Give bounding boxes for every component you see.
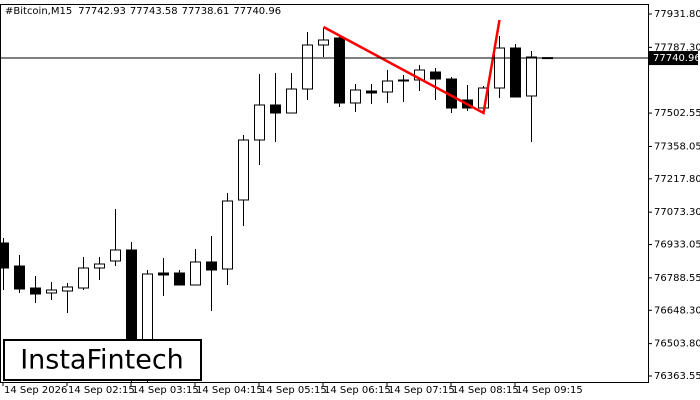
- x-tick-label: 14 Sep 2026: [4, 385, 67, 396]
- y-tick-label: 77787.30: [654, 42, 700, 53]
- candle-body: [430, 71, 441, 80]
- y-tick-label: 77217.80: [654, 174, 700, 185]
- candle-body: [78, 267, 89, 289]
- candle-body: [366, 90, 377, 94]
- candle-body: [0, 242, 9, 269]
- x-tick-label: 14 Sep 03:15: [132, 385, 199, 396]
- candle-body: [94, 263, 105, 269]
- candle-body: [46, 289, 57, 294]
- symbol: #Bitcoin,M15: [5, 6, 72, 17]
- pattern-line: [322, 19, 501, 115]
- candle-body: [270, 104, 281, 114]
- y-tick-label: 76933.05: [654, 240, 700, 251]
- candle-body: [158, 272, 169, 276]
- x-tick-label: 14 Sep 09:15: [516, 385, 583, 396]
- candle-body: [382, 80, 393, 93]
- candle-body: [190, 261, 201, 286]
- price-label-box: [649, 51, 698, 66]
- candle-body: [110, 249, 121, 262]
- price-label: 77740.96: [653, 53, 700, 64]
- x-tick-label: 14 Sep 08:15: [452, 385, 519, 396]
- candle-body: [222, 200, 233, 270]
- candle-body: [174, 272, 185, 286]
- candle-body: [350, 89, 361, 104]
- y-tick-label: 77073.30: [654, 207, 700, 218]
- x-tick-label: 14 Sep 06:15: [324, 385, 391, 396]
- x-tick-label: 14 Sep 02:15: [68, 385, 135, 396]
- candle-body: [494, 47, 505, 89]
- y-tick-label: 76648.30: [654, 305, 700, 316]
- x-tick-label: 14 Sep 04:15: [196, 385, 263, 396]
- y-tick-label: 76788.55: [654, 273, 700, 284]
- y-tick-label: 77502.55: [654, 108, 700, 119]
- y-tick-label: 77358.05: [654, 141, 700, 152]
- header-close: 77740.96: [233, 6, 281, 17]
- y-tick-label: 76503.80: [654, 339, 700, 350]
- x-tick-label: 14 Sep 07:15: [388, 385, 455, 396]
- y-tick-label: 77931.80: [654, 9, 700, 20]
- candle-body: [62, 286, 73, 292]
- y-tick-label: 76363.55: [654, 371, 700, 382]
- candle-body: [510, 47, 521, 98]
- candle-body: [238, 139, 249, 201]
- candle-body: [254, 104, 265, 141]
- candle-body: [30, 287, 41, 295]
- x-tick-label: 14 Sep 05:15: [260, 385, 327, 396]
- candle-body: [14, 265, 25, 290]
- chart-header: #Bitcoin,M15 77742.93 77743.58 77738.61 7774…: [5, 6, 281, 17]
- candle-body: [206, 261, 217, 271]
- plot-area: [0, 19, 553, 382]
- header-low: 77738.61: [182, 6, 230, 17]
- candle-body: [334, 37, 345, 104]
- candle-body: [302, 44, 313, 90]
- plot-frame: [0, 4, 649, 383]
- candle-body: [398, 79, 409, 82]
- candle-body: [526, 56, 537, 97]
- logo: InstaFintech: [20, 345, 184, 376]
- header-open: 77742.93: [78, 6, 126, 17]
- header-high: 77743.58: [130, 6, 178, 17]
- candle-body: [318, 39, 329, 46]
- logo-box: [3, 339, 202, 381]
- candle-body: [286, 88, 297, 114]
